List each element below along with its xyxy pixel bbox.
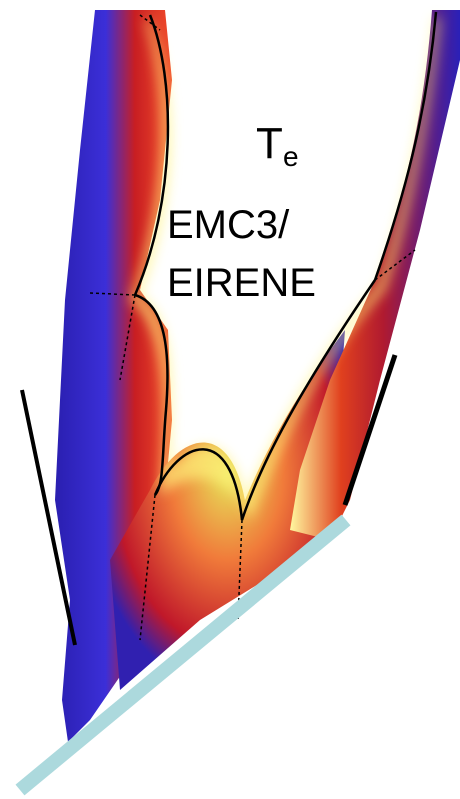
quantity-subscript: e [283,141,299,172]
code-label: EIRENE [167,261,316,305]
code-label: EMC3/ [167,203,290,247]
simulation-figure: T e EMC3/ EIRENE [0,0,460,799]
quantity-label: T [256,119,283,168]
